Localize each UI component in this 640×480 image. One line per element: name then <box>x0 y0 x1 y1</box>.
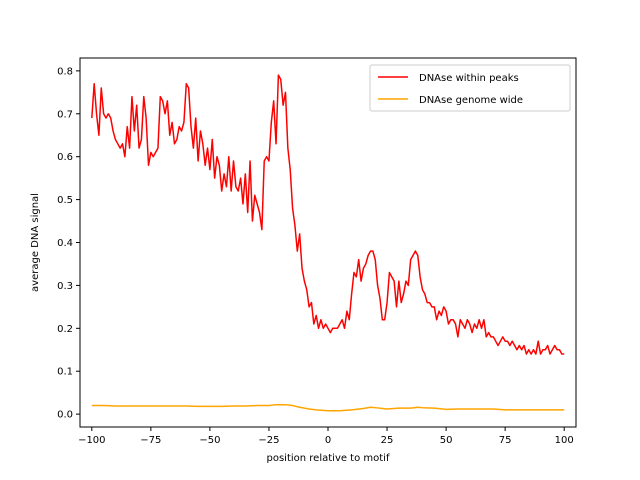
series-line-dnase-within-peaks <box>91 74 565 355</box>
y-tick-label: 0.2 <box>57 324 73 335</box>
axes-frame <box>79 57 577 428</box>
legend-label-dnase-within-peaks: DNAse within peaks <box>419 73 519 84</box>
series-layer <box>91 74 565 412</box>
legend-box <box>369 64 571 112</box>
y-tick-label: 0.3 <box>57 281 73 292</box>
y-axis: 0.0 0.1 0.2 0.3 0.4 0.5 0.6 0.7 0.8 <box>57 66 80 421</box>
series-line-dnase-genome-wide <box>91 403 565 412</box>
x-tick-label: −25 <box>258 435 279 446</box>
y-tick-label: 0.7 <box>57 109 73 120</box>
x-tick-label: 50 <box>440 435 453 446</box>
y-tick-label: 0.5 <box>57 195 73 206</box>
y-tick-label: 0.4 <box>57 238 73 249</box>
x-tick-label: −50 <box>199 435 220 446</box>
legend: DNAse within peaks DNAse genome wide <box>369 64 571 112</box>
y-tick-label: 0.8 <box>57 66 73 77</box>
x-tick-label: −100 <box>78 435 105 446</box>
legend-label-dnase-genome-wide: DNAse genome wide <box>419 95 523 106</box>
y-tick-label: 0.6 <box>57 152 73 163</box>
x-tick-label: 100 <box>555 435 574 446</box>
x-tick-label: 25 <box>381 435 394 446</box>
y-tick-label: 0.0 <box>57 410 73 421</box>
x-tick-label: 75 <box>499 435 512 446</box>
y-tick-label: 0.1 <box>57 367 73 378</box>
y-axis-label: average DNA signal <box>30 193 41 292</box>
x-tick-label: 0 <box>325 435 331 446</box>
x-tick-label: −75 <box>140 435 161 446</box>
x-axis: −100 −75 −50 −25 0 25 50 75 100 <box>78 427 574 446</box>
x-axis-label: position relative to motif <box>267 453 390 464</box>
